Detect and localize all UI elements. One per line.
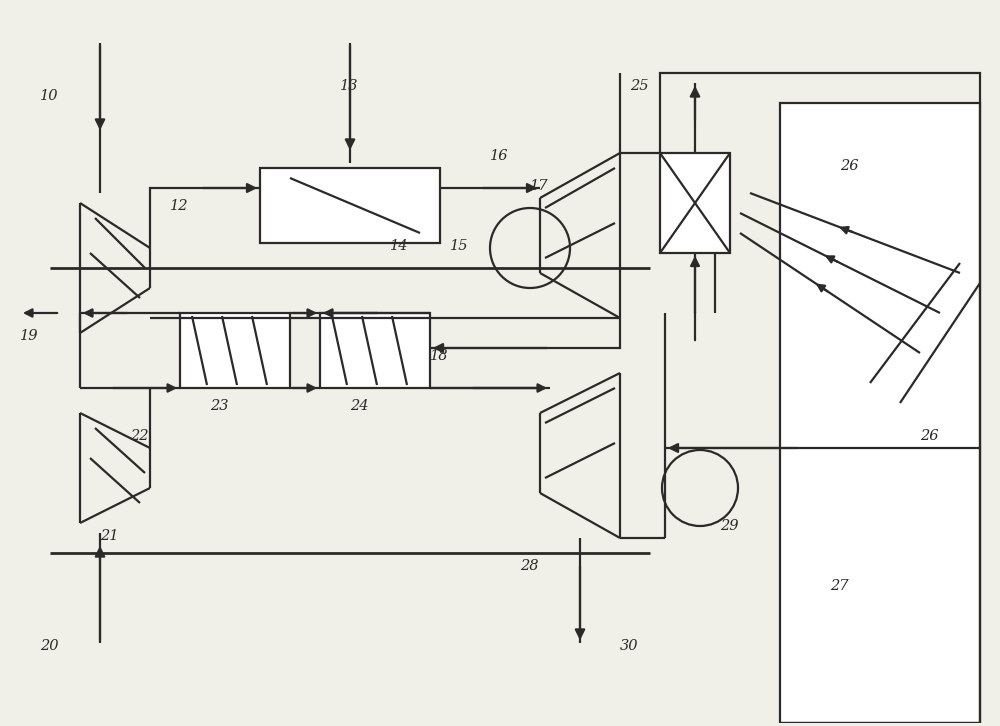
Text: 18: 18 [430,349,448,363]
Text: 26: 26 [920,429,938,443]
Text: 28: 28 [520,559,538,573]
Text: 29: 29 [720,519,738,533]
Bar [320,313,430,388]
Text: 26: 26 [840,159,858,173]
Text: 19: 19 [20,329,38,343]
Text: 27: 27 [830,579,848,593]
Text: 12: 12 [170,199,188,213]
Bar [260,168,440,243]
Bar [780,103,980,723]
Bar [660,153,730,253]
Text: 23: 23 [210,399,228,413]
Text: 10: 10 [40,89,58,103]
Text: 14: 14 [390,239,409,253]
Text: 24: 24 [350,399,368,413]
Text: 22: 22 [130,429,148,443]
Text: 30: 30 [620,639,639,653]
Text: 25: 25 [630,79,648,93]
Text: 20: 20 [40,639,58,653]
Text: 17: 17 [530,179,548,193]
Text: 13: 13 [340,79,358,93]
Text: 15: 15 [450,239,468,253]
Bar [180,313,290,388]
Text: 16: 16 [490,149,509,163]
Text: 21: 21 [100,529,119,543]
